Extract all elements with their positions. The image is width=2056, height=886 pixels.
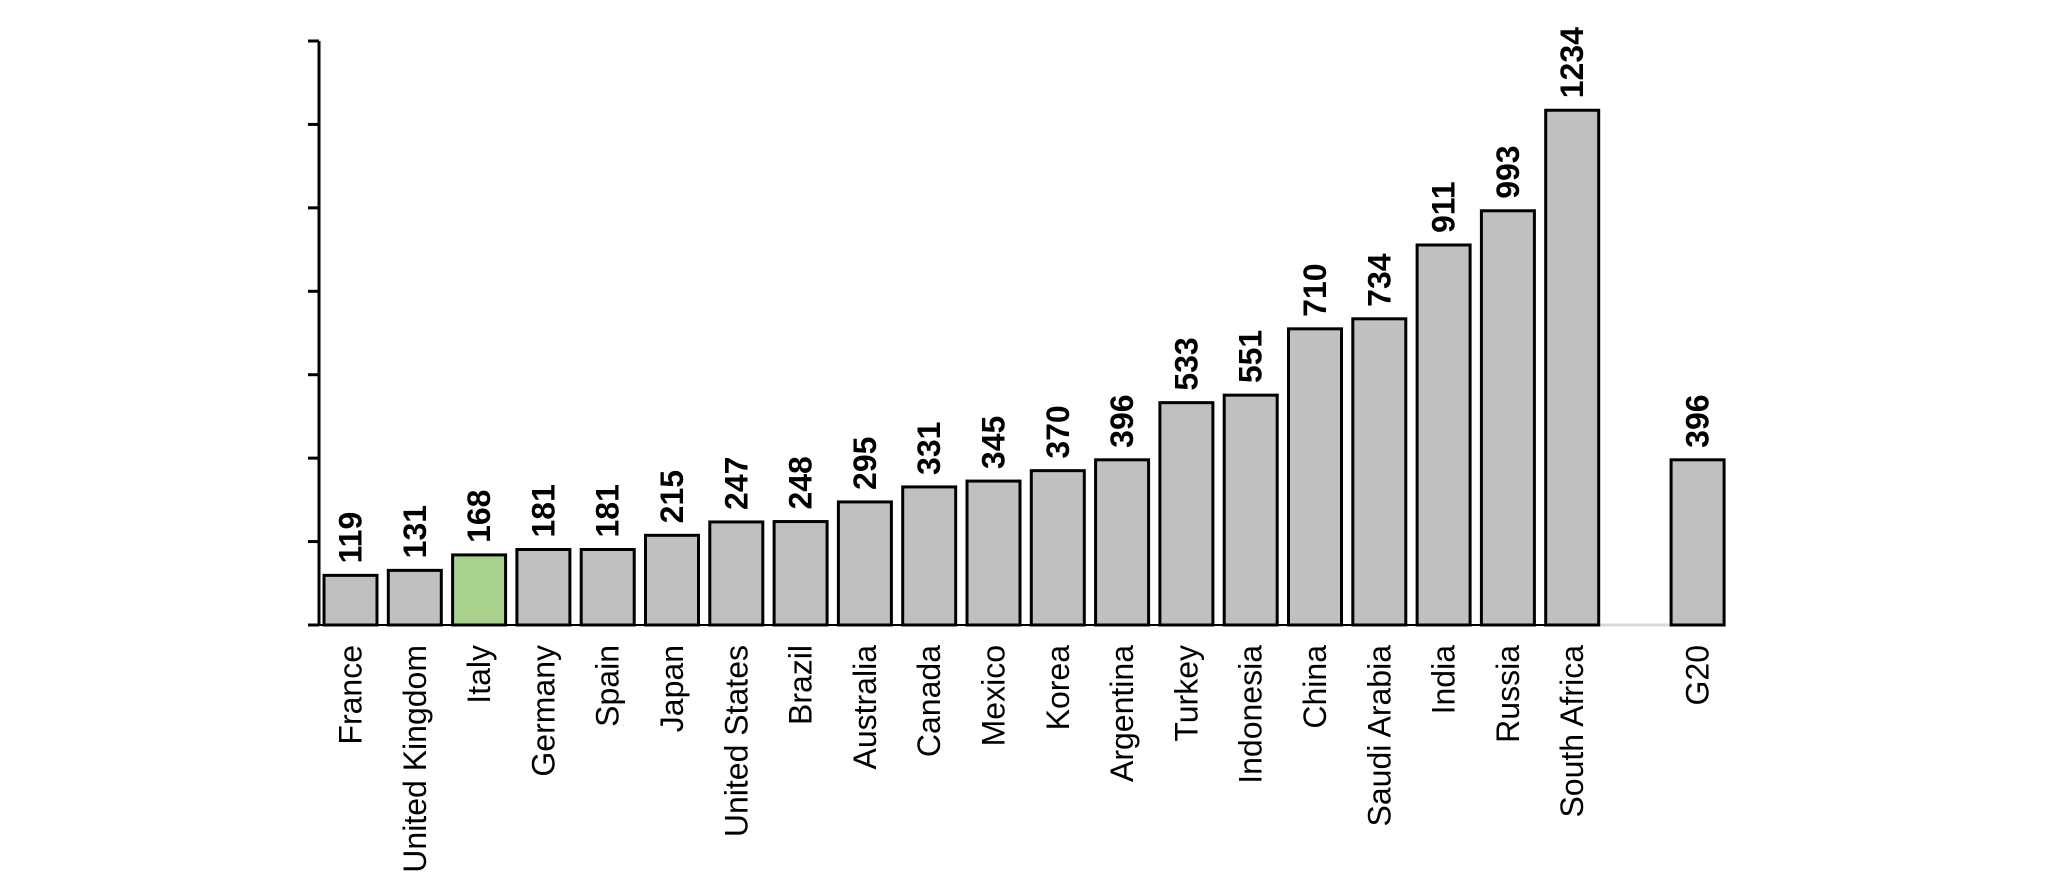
category-label-turkey: Turkey — [1168, 645, 1204, 742]
bar-russia — [1479, 209, 1536, 627]
bar-france — [322, 573, 379, 627]
category-label-south-africa: South Africa — [1554, 645, 1590, 818]
value-label-brazil: 248 — [783, 456, 819, 509]
value-label-saudi-arabia: 734 — [1361, 253, 1397, 307]
bar-indonesia — [1222, 393, 1279, 627]
value-label-germany: 181 — [525, 484, 561, 537]
bar-united-kingdom — [386, 568, 443, 627]
category-label-italy: Italy — [461, 645, 497, 704]
value-label-mexico: 345 — [976, 416, 1012, 469]
category-label-germany: Germany — [525, 645, 561, 777]
bar-australia — [836, 500, 893, 627]
bar-japan — [644, 533, 700, 627]
bar-united-states — [708, 520, 765, 627]
category-label-saudi-arabia: Saudi Arabia — [1361, 645, 1397, 827]
bar-italy — [451, 553, 508, 627]
bar-g20 — [1669, 458, 1726, 627]
category-label-g20: G20 — [1680, 645, 1716, 705]
category-label-spain: Spain — [590, 645, 626, 727]
value-label-australia: 295 — [847, 437, 883, 490]
value-label-united-kingdom: 131 — [397, 505, 433, 558]
bar-brazil — [772, 520, 829, 627]
bars — [322, 108, 1726, 627]
value-label-russia: 993 — [1490, 145, 1526, 198]
value-label-china: 710 — [1297, 263, 1333, 316]
bar-saudi-arabia — [1351, 317, 1408, 627]
category-label-france: France — [333, 645, 369, 745]
category-label-indonesia: Indonesia — [1233, 645, 1269, 784]
category-labels: France United Kingdom Italy Germany Spain Jap… — [333, 645, 1716, 873]
value-label-france: 119 — [333, 512, 369, 564]
value-labels: 119 131 168 181 181 215 247 248 295 331 345 370 396 5… — [333, 27, 1716, 564]
value-label-g20: 396 — [1680, 394, 1716, 447]
category-label-australia: Australia — [847, 645, 883, 770]
value-label-indonesia: 551 — [1233, 330, 1269, 383]
bar-mexico — [965, 479, 1022, 627]
value-label-italy: 168 — [461, 490, 497, 543]
bar-spain — [579, 547, 636, 627]
category-label-korea: Korea — [1040, 645, 1076, 731]
value-label-japan: 215 — [654, 470, 690, 523]
category-label-united-kingdom: United Kingdom — [397, 645, 433, 873]
bar-argentina — [1094, 458, 1151, 627]
category-label-united-states: United States — [718, 645, 754, 837]
bar-korea — [1029, 469, 1086, 627]
value-label-turkey: 533 — [1168, 337, 1204, 390]
value-label-argentina: 396 — [1104, 394, 1140, 447]
category-label-brazil: Brazil — [783, 645, 819, 725]
category-label-japan: Japan — [654, 645, 690, 732]
value-label-united-states: 247 — [718, 457, 754, 510]
value-label-korea: 370 — [1040, 405, 1076, 458]
bar-south-africa — [1544, 108, 1601, 627]
category-label-canada: Canada — [911, 645, 947, 757]
value-label-canada: 331 — [911, 422, 947, 475]
category-label-argentina: Argentina — [1104, 645, 1140, 782]
category-label-russia: Russia — [1490, 645, 1526, 743]
bar-canada — [901, 485, 958, 627]
value-label-south-africa: 1234 — [1554, 27, 1590, 98]
category-label-mexico: Mexico — [976, 645, 1012, 746]
bar-turkey — [1158, 401, 1215, 627]
bar-germany — [515, 547, 572, 627]
value-label-india: 911 — [1426, 181, 1462, 233]
value-label-spain: 181 — [590, 484, 626, 537]
category-label-india: India — [1426, 645, 1462, 715]
category-label-china: China — [1297, 645, 1333, 729]
bar-china — [1287, 327, 1343, 627]
bar-india — [1415, 243, 1472, 627]
